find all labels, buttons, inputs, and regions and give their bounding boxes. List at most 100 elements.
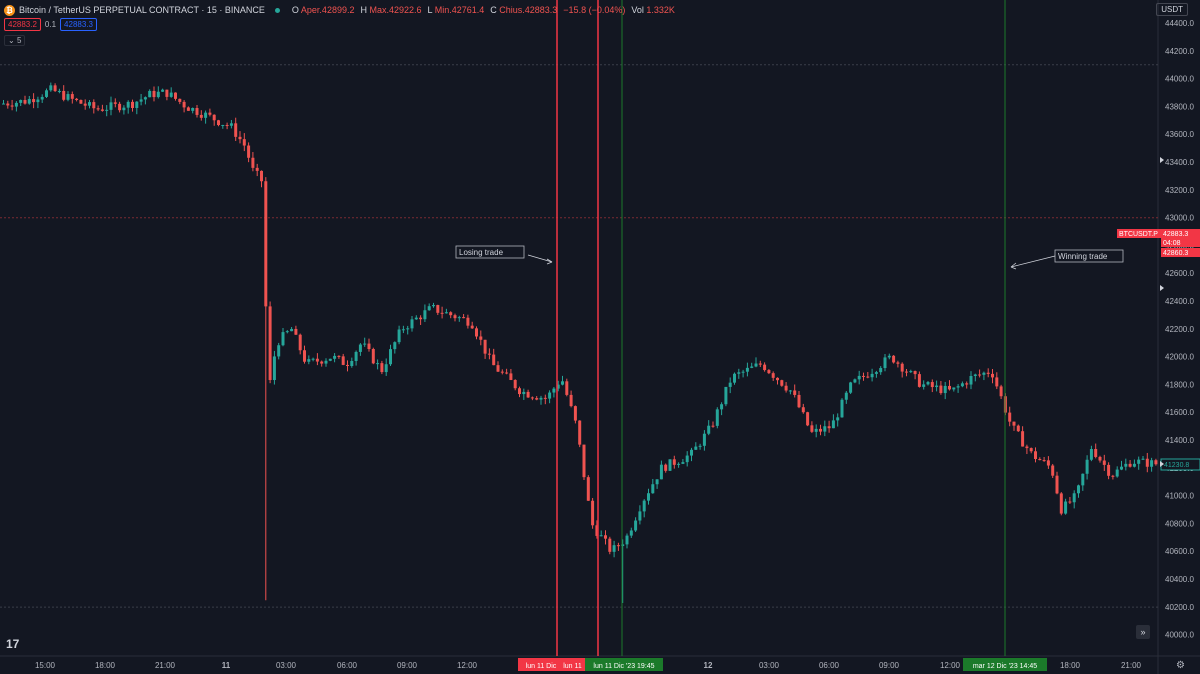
candle-body xyxy=(113,102,117,104)
candle-body xyxy=(548,392,552,399)
candle-body xyxy=(122,107,126,111)
candle-body xyxy=(174,92,177,99)
candle-body xyxy=(582,444,586,478)
candle-body xyxy=(930,382,934,388)
candle-body xyxy=(419,317,423,320)
candle-body xyxy=(965,383,969,385)
candle-body xyxy=(298,334,302,351)
candle-body xyxy=(449,312,453,316)
spread-value: 0.1 xyxy=(44,20,57,29)
candle-body xyxy=(23,100,27,104)
candle-body xyxy=(552,388,556,393)
candle-body xyxy=(518,388,521,395)
candle-body xyxy=(612,545,616,552)
price-tick-9: 42600.0 xyxy=(1165,269,1194,278)
candle-body xyxy=(1077,485,1080,494)
candle-body xyxy=(49,85,53,91)
candle-body xyxy=(285,331,289,333)
candle-body xyxy=(707,425,711,434)
candle-body xyxy=(307,359,311,362)
candle-body xyxy=(1115,469,1119,477)
candle-body xyxy=(436,305,440,313)
candle-body xyxy=(543,397,547,399)
winning-entry-time-text: lun 11 Dic '23 19:45 xyxy=(593,663,654,670)
candle-body xyxy=(1064,501,1068,514)
sell-price-button[interactable]: 42883.2 xyxy=(4,18,41,31)
candle-body xyxy=(139,99,143,102)
losing-trade-box xyxy=(455,245,525,259)
candle-body xyxy=(629,530,633,536)
candle-body xyxy=(272,356,276,381)
candle-body xyxy=(247,145,251,158)
price-tick-7: 43000.0 xyxy=(1165,214,1194,223)
time-tick-9: 03:00 xyxy=(759,661,780,670)
candle-body xyxy=(57,90,61,92)
candle-body xyxy=(771,373,775,378)
candle-body xyxy=(75,98,79,100)
candle-body xyxy=(204,112,208,118)
candle-body xyxy=(917,374,921,387)
tradingview-logo-icon[interactable]: 17 xyxy=(6,637,20,651)
candle-body xyxy=(913,371,917,375)
candle-body xyxy=(681,462,685,464)
candle-body xyxy=(513,379,517,389)
losing-arrow xyxy=(527,254,553,263)
candle-body xyxy=(1128,463,1132,467)
candle-body xyxy=(883,357,887,369)
buy-price-button[interactable]: 42883.3 xyxy=(60,18,97,31)
indicator-count: 5 xyxy=(16,36,22,45)
candle-body xyxy=(148,90,152,98)
candle-body xyxy=(892,355,896,363)
candle-body xyxy=(1051,465,1055,476)
candle-body xyxy=(655,479,659,485)
candle-body xyxy=(526,391,530,398)
candle-body xyxy=(509,373,513,380)
candle-body xyxy=(1008,412,1012,422)
candle-body xyxy=(909,371,913,373)
candle-body xyxy=(462,317,466,319)
axis-marker-2 xyxy=(1160,461,1164,467)
candle-body xyxy=(229,123,233,126)
candle-body xyxy=(1042,460,1046,462)
price-tick-13: 41800.0 xyxy=(1165,380,1194,389)
candle-body xyxy=(1145,458,1149,467)
symbol-title[interactable]: Bitcoin / TetherUS PERPETUAL CONTRACT · … xyxy=(19,5,265,15)
order-row: 42883.2 0.1 42883.3 xyxy=(4,18,97,31)
candle-body xyxy=(1046,460,1050,466)
ohlc-readout: O Aper.42899.2 H Max.42922.6 L Min.42761.4… xyxy=(292,5,681,15)
candle-body xyxy=(767,370,771,374)
price-tick-12: 42000.0 xyxy=(1165,353,1194,362)
settings-gear-icon[interactable]: ⚙ xyxy=(1176,660,1185,671)
candle-body xyxy=(586,477,590,501)
candle-body xyxy=(784,385,788,391)
bitcoin-logo-icon: ₿ xyxy=(4,4,15,16)
candle-body xyxy=(350,360,354,367)
candle-body xyxy=(358,344,362,352)
price-tick-20: 40400.0 xyxy=(1165,575,1194,584)
go-to-realtime-button[interactable]: » xyxy=(1136,625,1150,639)
candle-body xyxy=(470,325,474,329)
candle-body xyxy=(475,328,478,337)
candle-body xyxy=(88,102,91,106)
candle-body xyxy=(315,358,319,362)
candle-body xyxy=(720,404,724,410)
candle-body xyxy=(702,433,706,446)
time-tick-11: 09:00 xyxy=(879,661,900,670)
price-tick-0: 44400.0 xyxy=(1165,19,1194,28)
candle-body xyxy=(1089,449,1093,460)
currency-selector[interactable]: USDT xyxy=(1156,3,1188,16)
price-tick-5: 43400.0 xyxy=(1165,158,1194,167)
time-tick-12: 12:00 xyxy=(940,661,961,670)
candle-body xyxy=(745,367,749,372)
candle-body xyxy=(83,103,87,106)
time-tick-13: 18:00 xyxy=(1060,661,1081,670)
indicators-toggle[interactable]: ⌄ 5 xyxy=(4,35,26,46)
candle-body xyxy=(66,94,70,100)
candle-body xyxy=(995,377,999,387)
candle-body xyxy=(638,511,642,521)
time-tick-1: 18:00 xyxy=(95,661,116,670)
candle-body xyxy=(922,384,926,387)
candle-body xyxy=(887,355,891,358)
candle-body xyxy=(982,372,986,375)
